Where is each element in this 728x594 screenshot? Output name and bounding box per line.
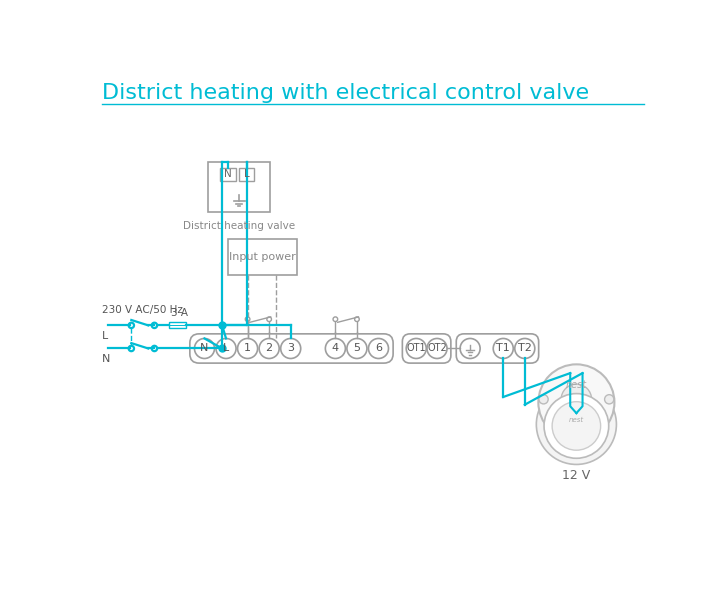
Circle shape [544,394,609,459]
Text: L: L [244,169,250,179]
Text: N: N [102,354,111,364]
Circle shape [494,339,513,359]
Circle shape [333,317,338,321]
Bar [221,168,236,181]
Text: District heating with electrical control valve: District heating with electrical control… [102,83,589,103]
Text: T2: T2 [518,343,531,353]
Circle shape [406,339,426,359]
Text: nest: nest [569,417,584,423]
Circle shape [259,339,279,359]
Circle shape [355,317,359,321]
Circle shape [151,323,157,328]
Text: 3: 3 [288,343,294,353]
FancyBboxPatch shape [208,162,270,212]
Text: 1: 1 [244,343,251,353]
Circle shape [515,339,535,359]
Text: OT1: OT1 [406,343,426,353]
Circle shape [129,346,134,351]
FancyBboxPatch shape [190,334,393,363]
Circle shape [537,384,617,465]
Circle shape [347,339,367,359]
Text: District heating valve: District heating valve [183,222,295,232]
Circle shape [604,394,614,404]
Circle shape [237,339,258,359]
Text: 5: 5 [353,343,360,353]
FancyBboxPatch shape [228,239,297,274]
Text: 3 A: 3 A [171,308,189,318]
Text: 230 V AC/50 Hz: 230 V AC/50 Hz [102,305,183,315]
Bar [239,168,254,181]
Circle shape [538,364,614,440]
Text: 2: 2 [266,343,273,353]
Ellipse shape [571,424,582,431]
Circle shape [216,339,236,359]
Text: 4: 4 [332,343,339,353]
Circle shape [267,317,272,321]
Circle shape [129,323,134,328]
FancyBboxPatch shape [456,334,539,363]
Text: L: L [223,343,229,353]
Circle shape [151,346,157,351]
Text: T1: T1 [496,343,510,353]
Circle shape [325,339,345,359]
Text: N: N [224,169,232,179]
Circle shape [552,402,601,450]
Circle shape [281,339,301,359]
Circle shape [194,339,215,359]
Text: 6: 6 [375,343,382,353]
Bar [169,323,186,328]
Circle shape [539,394,548,404]
Text: 12 V: 12 V [562,469,590,482]
Circle shape [368,339,389,359]
Circle shape [427,339,447,359]
Text: Input power: Input power [229,252,296,262]
Circle shape [245,317,250,321]
Text: N: N [200,343,209,353]
Text: nest: nest [566,380,587,390]
FancyBboxPatch shape [403,334,451,363]
Circle shape [561,384,592,415]
Text: L: L [102,331,108,341]
Text: OT2: OT2 [427,343,447,353]
Circle shape [460,339,480,359]
